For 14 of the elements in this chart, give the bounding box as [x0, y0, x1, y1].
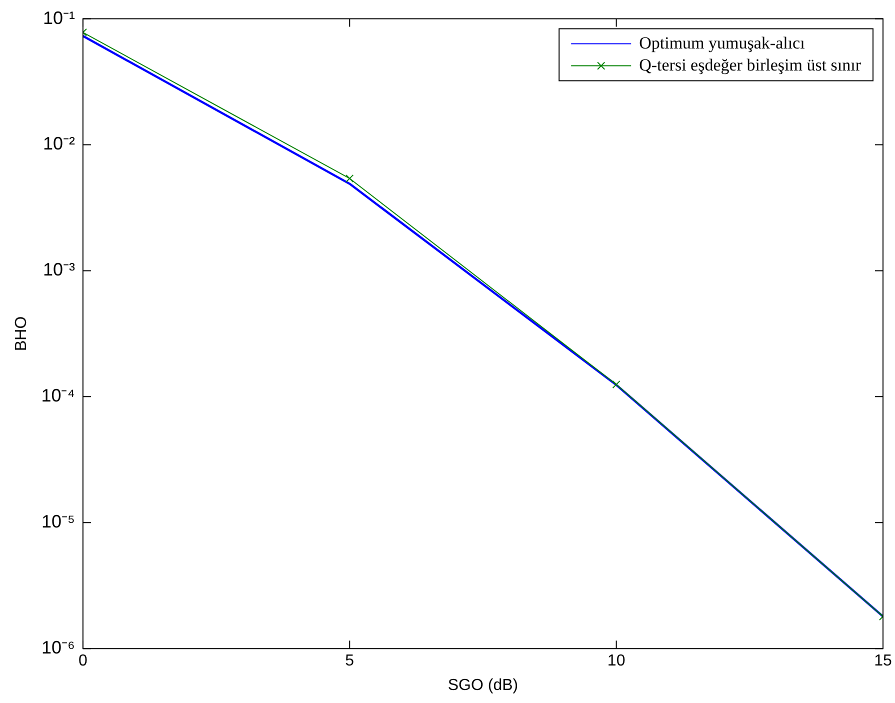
x-tick-label: 10 [607, 652, 626, 670]
x-tick-label: 5 [345, 652, 354, 670]
legend-label: Q-tersi eşdeğer birleşim üst sınır [639, 55, 862, 74]
x-tick-label: 0 [78, 652, 88, 670]
x-axis-title: SGO (dB) [448, 676, 518, 694]
legend-label: Optimum yumuşak-alıcı [639, 33, 806, 52]
y-tick-label: 10⁻⁴ [41, 386, 75, 406]
y-tick-label: 10⁻¹ [42, 8, 75, 28]
x-tick-label: 15 [874, 652, 892, 670]
y-tick-label: 10⁻⁶ [42, 638, 75, 658]
y-axis-title: BHO [13, 316, 30, 352]
y-tick-label: 10⁻² [42, 134, 75, 154]
y-tick-label: 10⁻⁵ [41, 512, 75, 532]
y-tick-label: 10⁻³ [42, 260, 75, 280]
